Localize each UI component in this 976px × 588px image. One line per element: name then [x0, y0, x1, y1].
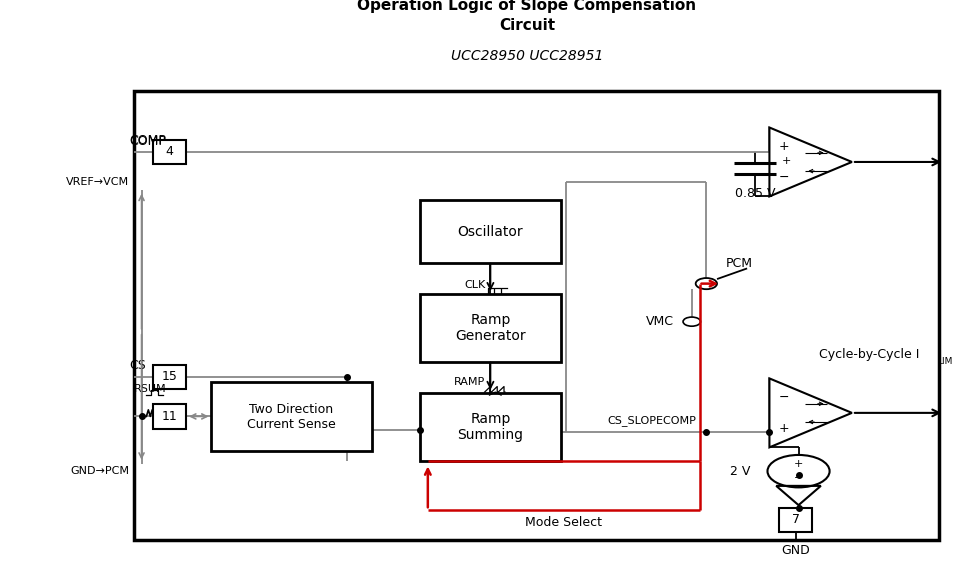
Text: 15: 15 — [162, 370, 178, 383]
Text: 7: 7 — [792, 513, 799, 526]
Text: CS_SLOPECOMP: CS_SLOPECOMP — [608, 416, 697, 426]
Text: Ramp
Generator: Ramp Generator — [455, 313, 526, 343]
Text: +: + — [779, 141, 790, 153]
Text: CS: CS — [129, 359, 145, 372]
Text: GND→PCM: GND→PCM — [70, 466, 129, 476]
Text: Oscillator: Oscillator — [458, 225, 523, 239]
Text: GND: GND — [781, 544, 810, 557]
Text: COMP: COMP — [129, 135, 166, 148]
Text: +: + — [793, 459, 803, 469]
Text: −: − — [779, 171, 790, 183]
Text: PCM: PCM — [726, 257, 752, 270]
Text: Mode Select: Mode Select — [525, 516, 602, 529]
Bar — [779, 507, 812, 532]
Text: +: + — [779, 422, 790, 435]
Text: COMP: COMP — [129, 134, 166, 147]
Text: CLK: CLK — [465, 280, 486, 290]
Bar — [153, 365, 186, 389]
Text: Two Direction
Current Sense: Two Direction Current Sense — [247, 403, 336, 430]
Bar — [420, 294, 561, 362]
Bar — [420, 393, 561, 461]
Text: LIM: LIM — [937, 357, 953, 366]
Text: RSUM: RSUM — [134, 383, 167, 393]
Text: −: − — [779, 391, 790, 404]
Bar — [212, 382, 372, 451]
Text: 11: 11 — [162, 410, 178, 423]
Text: 4: 4 — [166, 145, 174, 158]
Text: 2 V: 2 V — [730, 465, 751, 477]
Bar — [420, 200, 561, 263]
Text: +: + — [782, 156, 792, 166]
Text: 0.85 V: 0.85 V — [735, 188, 775, 201]
Text: −: − — [793, 473, 803, 483]
Bar — [134, 91, 939, 540]
Text: RAMP: RAMP — [454, 377, 486, 387]
Text: VMC: VMC — [646, 315, 674, 328]
Bar — [153, 405, 186, 429]
Text: VREF→VCM: VREF→VCM — [65, 177, 129, 187]
Text: Operation Logic of Slope Compensation
Circuit: Operation Logic of Slope Compensation Ci… — [357, 0, 697, 33]
Text: Ramp
Summing: Ramp Summing — [458, 412, 523, 442]
Text: Cycle-by-Cycle I: Cycle-by-Cycle I — [819, 348, 919, 361]
Text: UCC28950 UCC28951: UCC28950 UCC28951 — [451, 49, 603, 63]
Bar — [153, 140, 186, 164]
